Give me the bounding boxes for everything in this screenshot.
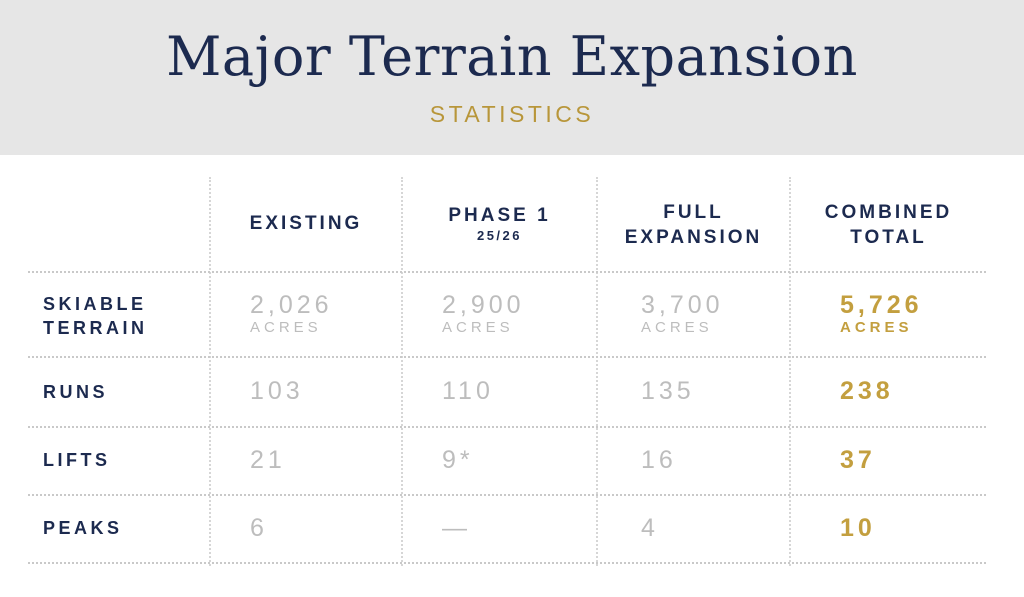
runs-combined-value: 238 [840,377,894,405]
row-label-lifts: LIFTS [43,450,111,470]
row-divider [28,356,986,358]
lifts-full-value: 16 [641,446,677,474]
column-divider [209,177,211,566]
column-divider [596,177,598,566]
column-header-phase1: PHASE 1 25/26 [448,205,551,243]
skiable-existing-value: 2,026 ACRES [250,291,333,336]
lifts-phase1-value: 9* [442,446,474,474]
runs-phase1-value: 110 [442,377,494,405]
column-divider [401,177,403,566]
column-header-existing: EXISTING [249,213,363,234]
skiable-full-value: 3,700 ACRES [641,291,724,336]
row-label-peaks: PEAKS [43,518,123,538]
row-divider [28,426,986,428]
column-divider [789,177,791,566]
row-label-runs: RUNS [43,382,109,402]
column-header-full-expansion: FULL EXPANSION [624,202,763,248]
runs-existing-value: 103 [250,377,304,405]
page-title: Major Terrain Expansion [166,25,858,88]
column-header-combined-total: COMBINED TOTAL [824,202,953,248]
peaks-phase1-value: — [442,514,471,542]
lifts-combined-value: 37 [840,446,876,474]
row-label-skiable-terrain: SKIABLE TERRAIN [43,294,148,338]
peaks-combined-value: 10 [840,514,876,542]
header-banner: Major Terrain Expansion STATISTICS [0,0,1024,155]
row-divider [28,562,986,564]
page-subtitle: STATISTICS [429,101,595,127]
row-divider [28,494,986,496]
peaks-full-value: 4 [641,514,659,542]
row-divider [28,271,986,273]
peaks-existing-value: 6 [250,514,268,542]
runs-full-value: 135 [641,377,695,405]
skiable-combined-value: 5,726 ACRES [840,291,923,336]
skiable-phase1-value: 2,900 ACRES [442,291,525,336]
lifts-existing-value: 21 [250,446,286,474]
